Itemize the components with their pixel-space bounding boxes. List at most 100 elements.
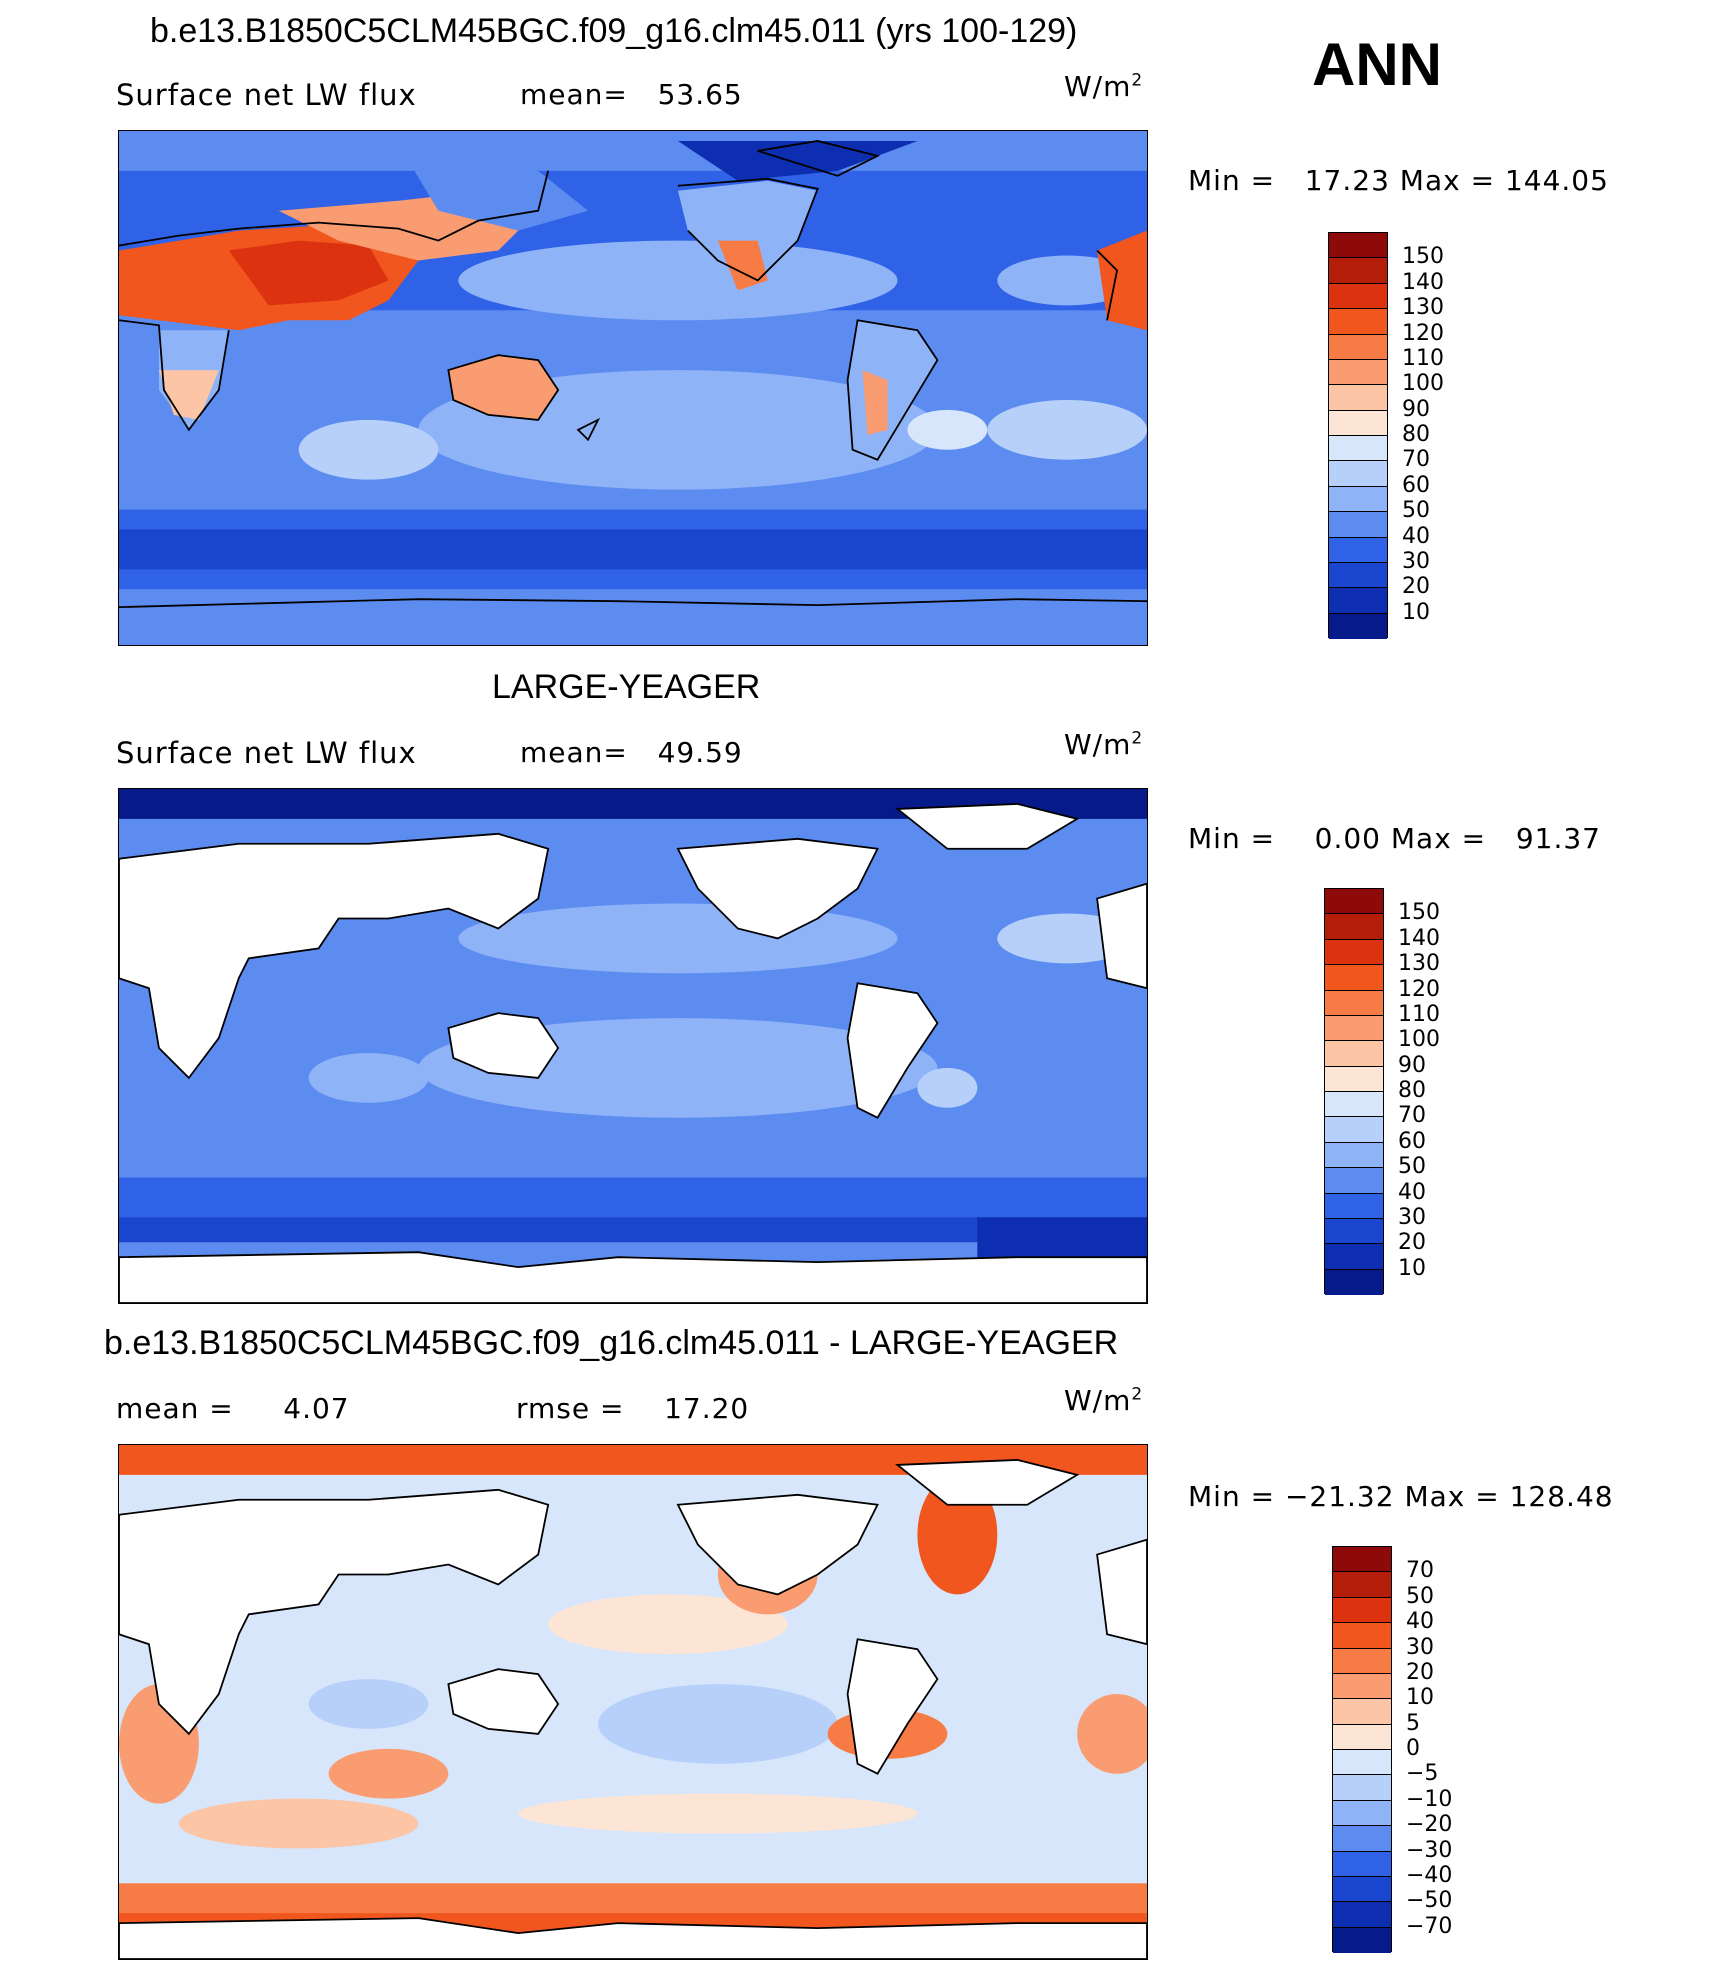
colorbar-swatch (1333, 1851, 1391, 1877)
colorbar-tick-label: 10 (1398, 1255, 1426, 1281)
colorbar-swatch (1333, 1800, 1391, 1827)
colorbar-tick-label: 60 (1402, 472, 1430, 498)
colorbar-tick-label: −50 (1406, 1888, 1453, 1914)
colorbar-swatch (1325, 1066, 1383, 1092)
season-label: ANN (1312, 31, 1442, 98)
panel-3-mean: mean = 4.07 (116, 1392, 350, 1425)
colorbar-tick-label: 150 (1398, 900, 1440, 926)
colorbar-swatch (1329, 283, 1387, 310)
colorbar-tick-label: −5 (1406, 1761, 1439, 1787)
colorbar-swatch (1329, 233, 1387, 259)
colorbar-tick-label: 30 (1402, 548, 1430, 574)
colorbar-swatch (1329, 359, 1387, 386)
colorbar-tick-label: 100 (1402, 371, 1444, 397)
colorbar-tick-label: 40 (1406, 1609, 1434, 1635)
colorbar-tick-label: 50 (1398, 1154, 1426, 1180)
colorbar-tick-label: 140 (1402, 269, 1444, 295)
panel-3-rmse: rmse = 17.20 (516, 1392, 750, 1425)
colorbar-tick-label: 10 (1402, 599, 1430, 625)
colorbar-swatch (1333, 1648, 1391, 1674)
colorbar-tick-label: 10 (1406, 1685, 1434, 1711)
colorbar-swatch (1333, 1699, 1391, 1725)
panel-2-map (118, 788, 1148, 1304)
panel-1-colorbar: 150 140 130 120 110 100 90 80 70 60 50 40 30 20 10 (1328, 232, 1468, 639)
colorbar-tick-label: 50 (1406, 1583, 1434, 1609)
colorbar-tick-label: 30 (1398, 1204, 1426, 1230)
colorbar-tick-label: 20 (1398, 1230, 1426, 1256)
colorbar-swatch (1329, 486, 1387, 513)
colorbar-tick-label: 20 (1402, 574, 1430, 600)
colorbar-swatch (1333, 1750, 1391, 1776)
colorbar-swatch (1333, 1826, 1391, 1852)
colorbar-tick-label: 120 (1398, 976, 1440, 1002)
panel-3-colorbar-swatches (1332, 1546, 1392, 1953)
colorbar-swatch (1329, 334, 1387, 360)
colorbar-tick-label: 110 (1402, 345, 1444, 371)
colorbar-swatch (1325, 939, 1383, 966)
colorbar-swatch (1333, 1597, 1391, 1624)
colorbar-tick-label: 90 (1402, 396, 1430, 422)
panel-3-title: b.e13.B1850C5CLM45BGC.f09_g16.clm45.011 … (104, 1324, 1119, 1362)
colorbar-swatch (1325, 1218, 1383, 1245)
colorbar-swatch (1333, 1572, 1391, 1598)
colorbar-swatch (1325, 965, 1383, 991)
colorbar-swatch (1325, 889, 1383, 915)
colorbar-swatch (1329, 613, 1387, 639)
colorbar-swatch (1333, 1623, 1391, 1649)
colorbar-tick-label: 100 (1398, 1027, 1440, 1053)
panel-1-title: b.e13.B1850C5CLM45BGC.f09_g16.clm45.011 … (150, 12, 1078, 50)
colorbar-tick-label: 130 (1402, 295, 1444, 321)
colorbar-tick-label: 130 (1398, 951, 1440, 977)
panel-1-minmax: Min = 17.23 Max = 144.05 (1188, 164, 1609, 197)
colorbar-swatch (1329, 385, 1387, 411)
panel-2-minmax: Min = 0.00 Max = 91.37 (1188, 822, 1601, 855)
panel-2-colorbar: 150 140 130 120 110 100 90 80 70 60 50 40 30 20 10 (1324, 888, 1464, 1295)
colorbar-swatch (1333, 1876, 1391, 1903)
colorbar-tick-label: 70 (1398, 1103, 1426, 1129)
colorbar-tick-label: −70 (1406, 1913, 1453, 1939)
panel-1-variable-label: Surface net LW flux (116, 78, 417, 112)
colorbar-tick-label: 80 (1398, 1078, 1426, 1103)
panel-2-mean: mean= 49.59 (520, 736, 743, 769)
colorbar-swatch (1329, 588, 1387, 614)
colorbar-tick-label: 40 (1398, 1179, 1426, 1205)
colorbar-swatch (1333, 1673, 1391, 1700)
colorbar-tick-label: −10 (1406, 1786, 1453, 1812)
colorbar-swatch (1333, 1902, 1391, 1928)
colorbar-swatch (1333, 1724, 1391, 1750)
panel-3-map (118, 1444, 1148, 1960)
colorbar-tick-label: 5 (1406, 1710, 1420, 1736)
colorbar-swatch (1329, 537, 1387, 563)
colorbar-swatch (1325, 1142, 1383, 1169)
colorbar-swatch (1329, 309, 1387, 335)
colorbar-tick-label: 40 (1402, 523, 1430, 549)
colorbar-tick-label: 0 (1406, 1736, 1420, 1761)
colorbar-tick-label: 90 (1398, 1052, 1426, 1078)
colorbar-tick-label: 140 (1398, 925, 1440, 951)
colorbar-tick-label: 50 (1402, 498, 1430, 524)
colorbar-swatch (1325, 1041, 1383, 1067)
panel-3-colorbar: 70 50 40 30 20 10 5 0 −5 −10 −20 −30 −40 −50 −70 (1332, 1546, 1472, 1953)
colorbar-tick-label: 80 (1402, 422, 1430, 447)
colorbar-swatch (1325, 1015, 1383, 1042)
colorbar-swatch (1329, 410, 1387, 436)
colorbar-swatch (1329, 258, 1387, 284)
colorbar-swatch (1325, 914, 1383, 940)
colorbar-tick-label: −40 (1406, 1862, 1453, 1888)
colorbar-tick-label: 60 (1398, 1128, 1426, 1154)
panel-1-mean: mean= 53.65 (520, 78, 743, 111)
colorbar-swatch (1325, 1117, 1383, 1143)
colorbar-swatch (1329, 436, 1387, 462)
colorbar-tick-label: −20 (1406, 1812, 1453, 1838)
colorbar-swatch (1325, 1193, 1383, 1219)
colorbar-tick-label: −30 (1406, 1837, 1453, 1863)
panel-2-variable-label: Surface net LW flux (116, 736, 417, 770)
colorbar-swatch (1325, 990, 1383, 1016)
colorbar-tick-label: 70 (1402, 447, 1430, 473)
colorbar-swatch (1329, 562, 1387, 589)
panel-3-minmax: Min = −21.32 Max = 128.48 (1188, 1480, 1614, 1513)
colorbar-swatch (1325, 1168, 1383, 1194)
panel-1-units: W/m2 (1064, 70, 1144, 103)
panel-1-map (118, 130, 1148, 646)
colorbar-tick-label: 150 (1402, 244, 1444, 270)
